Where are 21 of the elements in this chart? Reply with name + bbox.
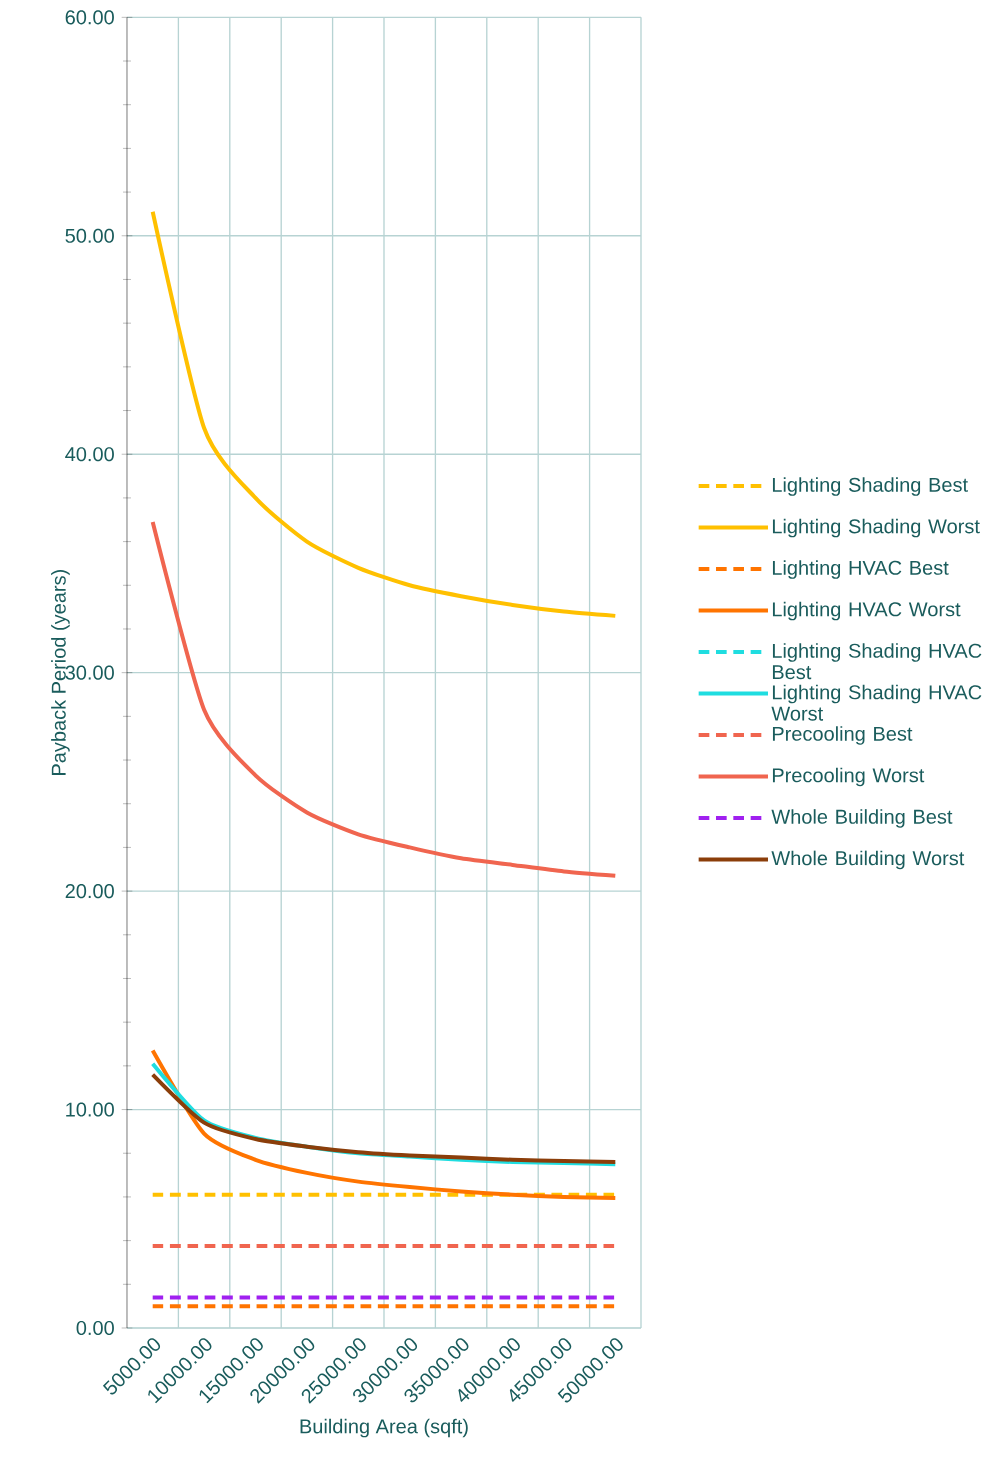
legend-label: Precooling Worst	[772, 767, 925, 787]
x-axis-title: Building Area (sqft)	[300, 1418, 468, 1438]
legend-label: Lighting Shading HVAC Best	[772, 643, 982, 680]
y-tick-label: 60.00	[65, 10, 114, 25]
line-series	[150, 1048, 618, 1201]
legend-label: Lighting Shading HVAC Worst	[771, 684, 982, 721]
y-tick-label: 10.00	[66, 1102, 114, 1117]
legend-label: Whole Building Best	[771, 809, 953, 828]
legend-label: Whole Building Worst	[771, 850, 965, 870]
legend-label: Lighting Shading Worst	[772, 518, 980, 538]
legend-label: Lighting HVAC Best	[772, 560, 949, 579]
legend-label: Lighting HVAC Worst	[772, 601, 961, 621]
y-tick-label: 20.00	[65, 884, 114, 899]
legend-label: Lighting Shading Best	[772, 477, 968, 496]
line-series	[150, 209, 618, 618]
y-tick-label: 0.00	[76, 1320, 114, 1336]
line-series	[150, 519, 618, 878]
y-tick-label: 30.00	[65, 665, 114, 680]
y-tick-label: 40.00	[65, 447, 114, 462]
y-tick-label: 50.00	[65, 228, 114, 243]
legend-label: Precooling Best	[772, 726, 913, 745]
